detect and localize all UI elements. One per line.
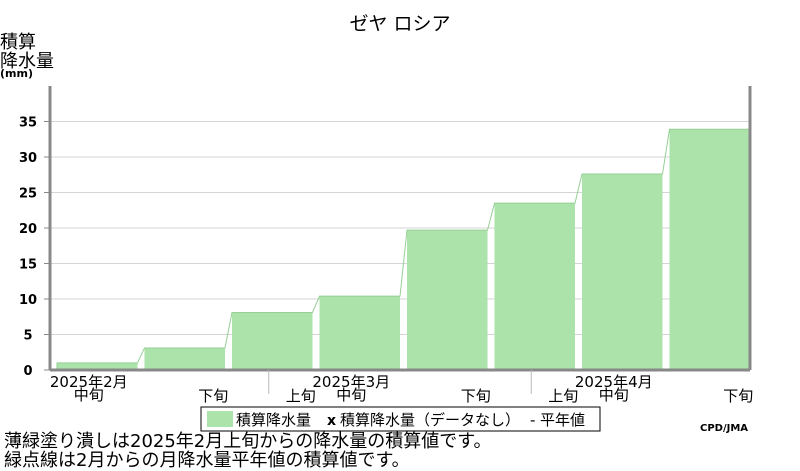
legend-marker-missing: x (327, 413, 336, 429)
legend-label-accumulated: 積算降水量 (236, 411, 311, 429)
area-step-6 (494, 203, 575, 370)
y-tick-label-30: 30 (19, 151, 37, 166)
x-month-label-7: 2025年4月 (575, 373, 653, 391)
series-outline (56, 128, 751, 370)
y-tick-label-20: 20 (19, 222, 37, 237)
x-dekad-label-8: 下旬 (723, 387, 753, 405)
y-tick-label-0: 0 (23, 364, 32, 379)
y-axis-label-line-1: 積算 (0, 32, 36, 53)
area-step-8 (669, 129, 750, 370)
note-line-2: 緑点線は2月からの月降水量平年値の積算値です。 (4, 450, 410, 471)
area-step-7 (582, 174, 663, 370)
area-step-1 (57, 362, 138, 370)
x-dekad-label-5: 下旬 (461, 387, 491, 405)
x-month-label-1: 2025年2月 (50, 373, 128, 391)
area-step-2 (144, 347, 225, 370)
credit-label: CPD/JMA (700, 423, 748, 434)
area-step-4 (319, 296, 400, 370)
x-dekad-label-6: 上旬 (548, 387, 578, 405)
x-dekad-label-1: 中旬 (74, 386, 104, 404)
plot-area (56, 128, 751, 370)
y-axis-label-unit: (mm) (0, 67, 33, 80)
y-tick-label-10: 10 (19, 293, 37, 308)
y-tick-label-5: 5 (23, 329, 32, 344)
x-dekad-label-2: 下旬 (198, 387, 228, 405)
legend-swatch-accumulated (207, 411, 233, 427)
y-axis-label-line-2: 降水量 (0, 51, 54, 72)
y-tick-label-15: 15 (19, 258, 37, 273)
area-step-3 (232, 312, 313, 370)
legend-marker-normal: - (530, 411, 535, 429)
x-dekad-label-3: 上旬 (286, 387, 316, 405)
y-tick-label-25: 25 (19, 187, 37, 202)
note-line-1: 薄緑塗り潰しは2025年2月上旬からの降水量の積算値です。 (4, 431, 492, 452)
legend: 積算降水量 x 積算降水量（データなし） - 平年値 (200, 406, 601, 432)
y-tick-labels: 0 5 10 15 20 25 30 35 (19, 116, 37, 380)
legend-label-normal: 平年値 (540, 411, 585, 429)
x-dekad-label-7: 中旬 (599, 386, 629, 404)
area-step-5 (407, 230, 488, 370)
x-month-label-4: 2025年3月 (312, 373, 390, 391)
legend-box (200, 406, 601, 432)
legend-label-missing: 積算降水量（データなし） (340, 411, 520, 429)
y-tick-label-35: 35 (19, 116, 37, 131)
axes (44, 86, 752, 394)
x-dekad-label-4: 中旬 (336, 386, 366, 404)
chart-title: ゼヤ ロシア (349, 13, 450, 35)
